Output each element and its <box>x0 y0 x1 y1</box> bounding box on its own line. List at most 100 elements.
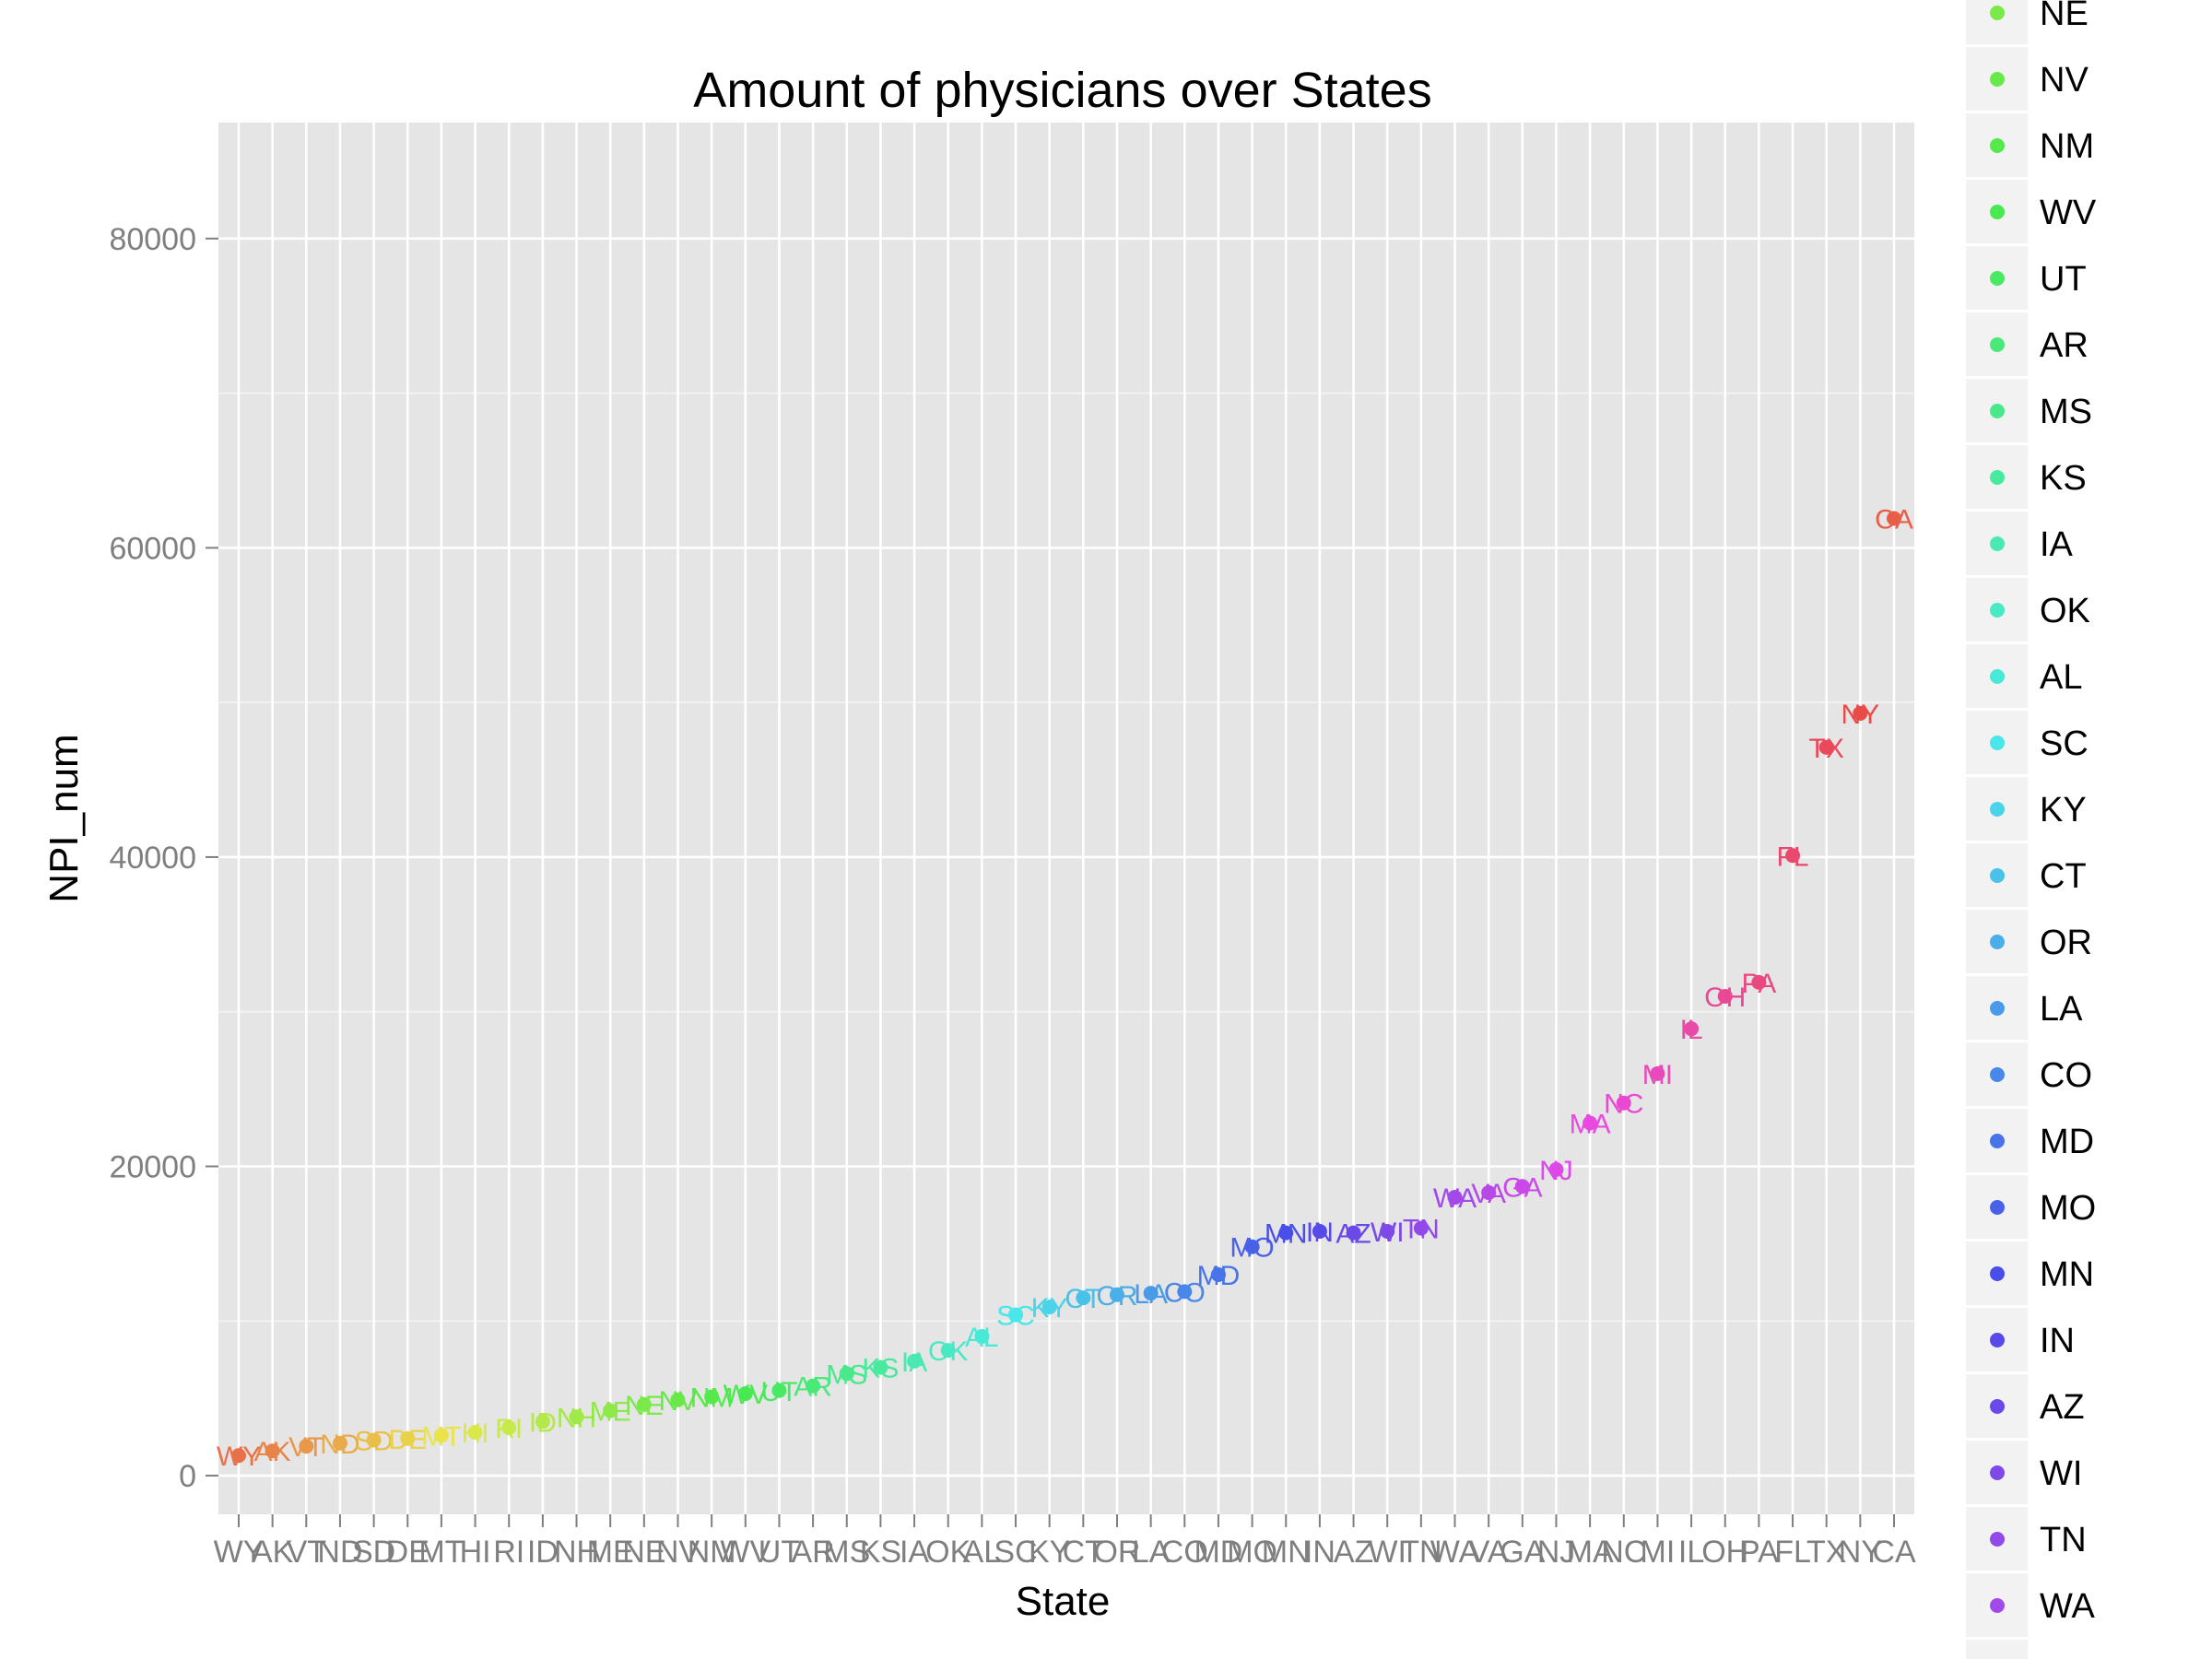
data-point <box>1481 1185 1497 1201</box>
data-point <box>1751 974 1767 990</box>
x-tick-label: TX <box>1806 1535 1846 1570</box>
x-tick-label: WY <box>214 1535 265 1570</box>
legend: NE NV NM WV UT AR MS KS IA OK AL SC KY CT OR LA CO MD MO MN… <box>1966 0 2097 1659</box>
data-point <box>1244 1239 1260 1254</box>
legend-key-point <box>1990 1465 2005 1480</box>
x-tick-label: GA <box>1500 1535 1545 1570</box>
data-point-label: IL <box>1680 1015 1703 1045</box>
x-tick-label: MD <box>1194 1535 1242 1570</box>
x-tick-label: MN <box>1262 1535 1311 1570</box>
x-tick-label: SD <box>352 1535 395 1570</box>
data-point <box>1514 1179 1530 1194</box>
data-point-label: SD <box>355 1426 394 1456</box>
data-point-label: TN <box>1403 1215 1440 1245</box>
y-axis: 0 20000 40000 60000 80000 <box>109 222 218 1494</box>
legend-key-point <box>1990 138 2005 153</box>
x-tick-label: ID <box>527 1535 559 1570</box>
data-point <box>873 1359 888 1375</box>
data-point <box>1650 1065 1665 1081</box>
data-point <box>603 1403 618 1418</box>
data-point-label: AR <box>794 1372 832 1403</box>
plot-panel <box>218 123 1914 1514</box>
x-tick-label: PA <box>1739 1535 1779 1570</box>
y-tick-label: 20000 <box>109 1150 196 1185</box>
legend-label: KS <box>2040 459 2087 498</box>
grid-major <box>218 123 1914 1514</box>
data-point <box>636 1396 652 1412</box>
data-point-label: LA <box>1134 1279 1168 1310</box>
data-point <box>1312 1223 1327 1239</box>
data-point-label: TX <box>1809 734 1844 764</box>
legend-label: WI <box>2040 1454 2082 1493</box>
data-point-label: NJ <box>1539 1156 1573 1186</box>
x-tick-label: RI <box>493 1535 524 1570</box>
x-tick-label: AR <box>791 1535 834 1570</box>
data-point <box>1143 1286 1159 1301</box>
legend-label: NV <box>2040 61 2088 100</box>
data-point <box>1177 1284 1193 1300</box>
data-point-label: GA <box>1502 1172 1542 1203</box>
legend-label: IA <box>2040 525 2074 564</box>
legend-label: AZ <box>2040 1388 2085 1427</box>
legend-key-point <box>1990 536 2005 551</box>
data-point <box>1853 705 1868 721</box>
legend-label: MS <box>2040 393 2092 431</box>
x-tick-label: MO <box>1227 1535 1277 1570</box>
data-point <box>1413 1220 1429 1236</box>
x-tick-label: AL <box>963 1535 1002 1570</box>
x-tick-label: VT <box>287 1535 326 1570</box>
x-tick-label: CO <box>1161 1535 1208 1570</box>
chart-title: Amount of physicians over States <box>693 63 1431 118</box>
data-point <box>299 1439 314 1454</box>
data-point <box>400 1430 416 1446</box>
x-tick-label: NV <box>656 1535 700 1570</box>
data-point-label: ME <box>590 1397 631 1428</box>
grid-minor <box>218 392 1914 1323</box>
legend-label: AL <box>2040 658 2082 697</box>
legend-key-point <box>1990 404 2005 418</box>
legend-label: OR <box>2040 924 2092 962</box>
legend-key-point <box>1990 935 2005 949</box>
data-point <box>1278 1225 1294 1241</box>
data-point-label: ND <box>320 1430 359 1460</box>
legend-label: TN <box>2040 1521 2087 1559</box>
x-tick-label: AK <box>252 1535 294 1570</box>
data-points <box>230 511 1902 1464</box>
x-tick-label: AZ <box>1334 1535 1373 1570</box>
data-point-label: CO <box>1164 1277 1206 1308</box>
legend-label: WA <box>2040 1587 2095 1626</box>
x-tick-label: NE <box>622 1535 665 1570</box>
data-point-label: OH <box>1704 982 1746 1013</box>
data-point <box>467 1425 483 1441</box>
legend-label: MO <box>2040 1189 2096 1228</box>
x-tick-label: HI <box>460 1535 491 1570</box>
legend-label: MN <box>2040 1255 2094 1294</box>
y-tick-label: 0 <box>179 1459 196 1494</box>
x-tick-label: NY <box>1839 1535 1882 1570</box>
data-point-label: WA <box>1433 1183 1477 1214</box>
legend-label: NE <box>2040 0 2088 33</box>
data-point-label: NY <box>1841 700 1880 730</box>
x-tick-label: SC <box>994 1535 1037 1570</box>
x-axis-title: State <box>1016 1579 1111 1624</box>
data-point-label: MT <box>421 1421 461 1452</box>
data-point <box>366 1432 382 1448</box>
data-point <box>1447 1190 1463 1206</box>
legend-key-point <box>1990 669 2005 684</box>
data-point <box>1041 1300 1057 1315</box>
data-point-label: KS <box>862 1354 899 1384</box>
legend-label: NM <box>2040 127 2094 166</box>
legend-key-point <box>1990 337 2005 352</box>
data-point <box>501 1420 517 1436</box>
x-tick-label: CT <box>1063 1535 1104 1570</box>
y-axis-title: NPI_num <box>41 734 87 902</box>
data-point-label: MO <box>1230 1233 1274 1264</box>
legend-key-point <box>1990 802 2005 817</box>
data-point <box>433 1428 449 1443</box>
data-point-label: MI <box>1642 1060 1673 1090</box>
data-point-label: WY <box>217 1441 261 1472</box>
data-point-label: NE <box>625 1391 664 1421</box>
data-point-label: RI <box>495 1414 523 1444</box>
x-tick-label: WA <box>1430 1535 1480 1570</box>
data-point <box>1616 1095 1631 1111</box>
